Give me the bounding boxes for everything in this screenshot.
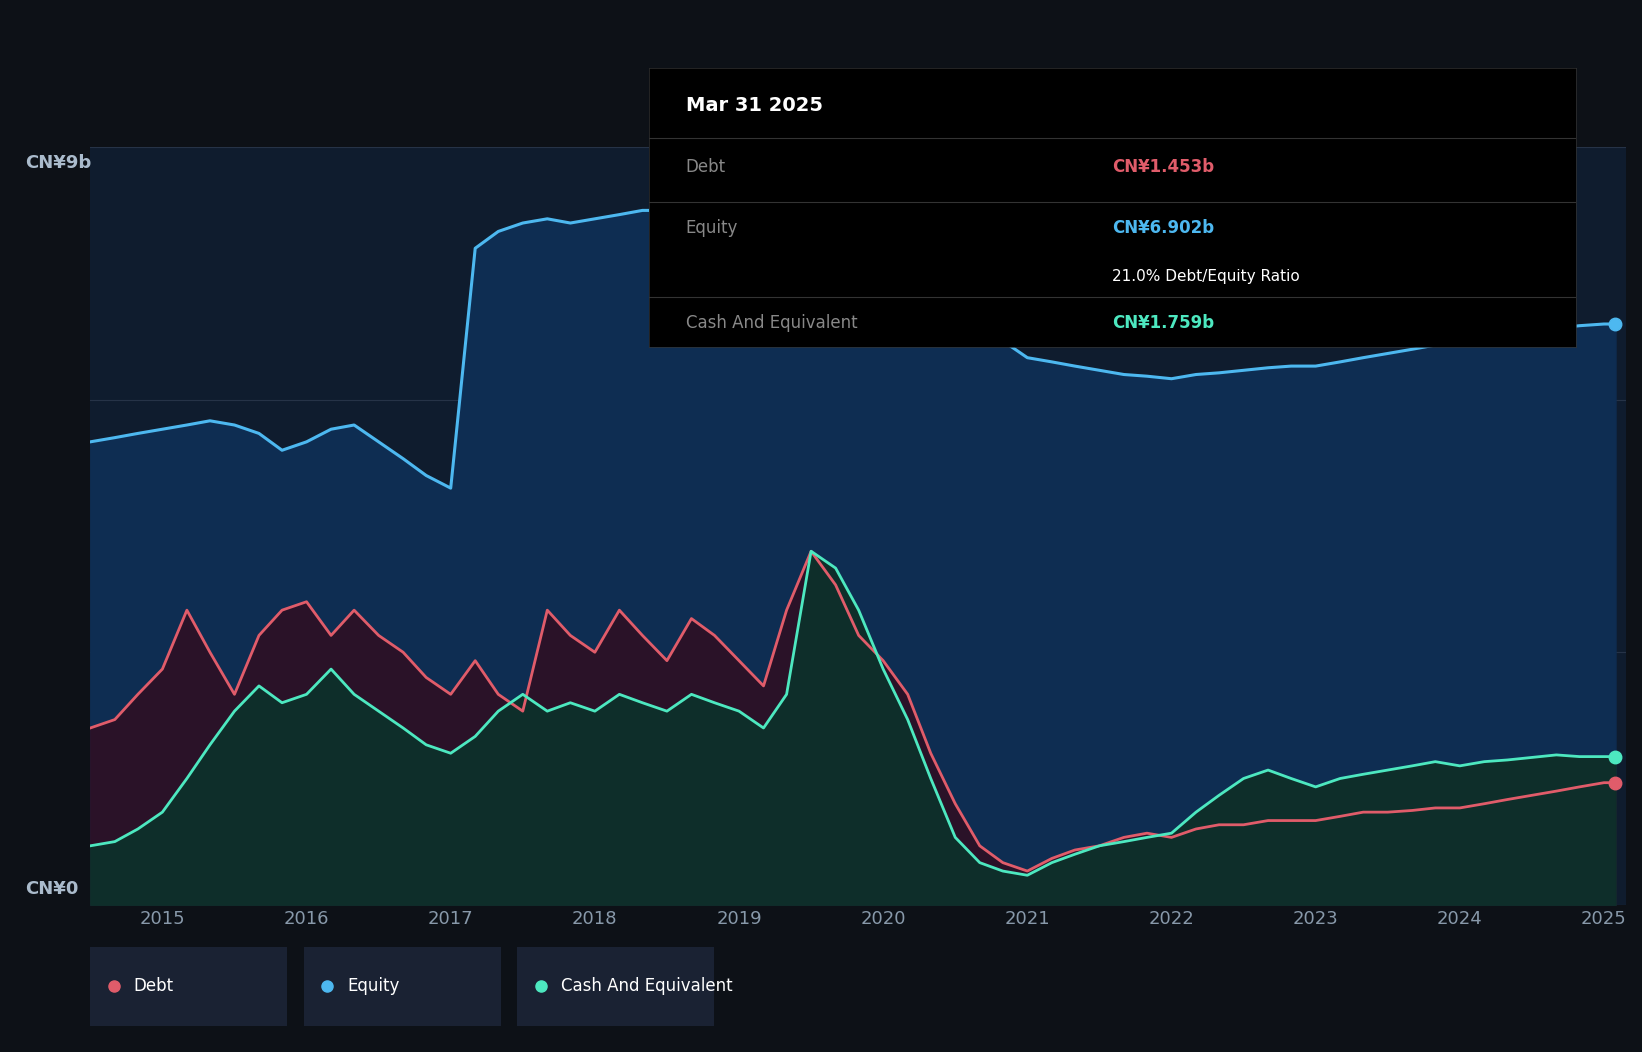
Text: CN¥1.759b: CN¥1.759b — [1113, 313, 1215, 331]
Text: 21.0% Debt/Equity Ratio: 21.0% Debt/Equity Ratio — [1113, 269, 1300, 284]
Text: Debt: Debt — [686, 158, 726, 176]
Text: Cash And Equivalent: Cash And Equivalent — [686, 313, 857, 331]
Text: Equity: Equity — [686, 219, 737, 237]
Text: Cash And Equivalent: Cash And Equivalent — [560, 977, 732, 995]
Text: Debt: Debt — [133, 977, 174, 995]
Text: Equity: Equity — [346, 977, 399, 995]
Text: CN¥9b: CN¥9b — [25, 154, 90, 173]
Text: Mar 31 2025: Mar 31 2025 — [686, 97, 823, 116]
Text: CN¥0: CN¥0 — [25, 879, 79, 898]
Text: CN¥6.902b: CN¥6.902b — [1113, 219, 1215, 237]
Text: CN¥1.453b: CN¥1.453b — [1113, 158, 1215, 176]
